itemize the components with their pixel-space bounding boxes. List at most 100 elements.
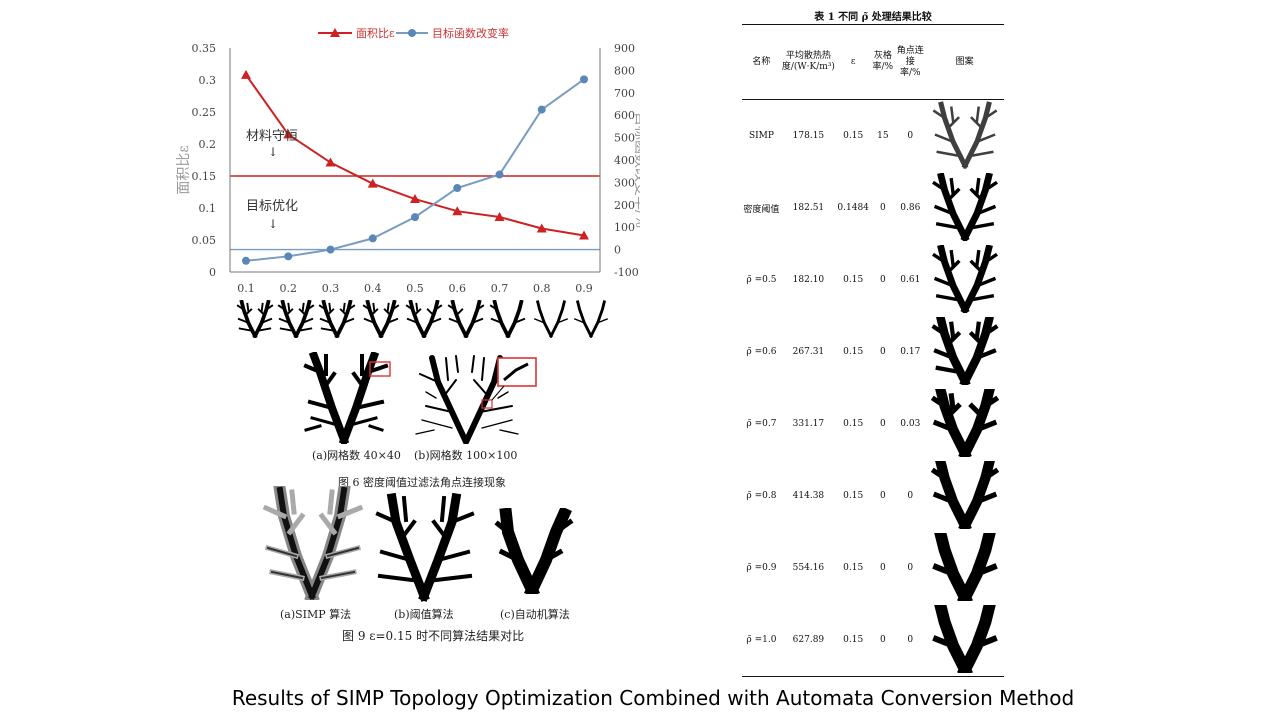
x-tick-label: 0.1 (237, 282, 255, 295)
x-tick-label: 0.4 (364, 282, 382, 295)
annotation-material: 材料守恒 (246, 129, 298, 144)
cell-gray: 0 (879, 275, 886, 285)
evolution-tree-2 (277, 300, 315, 338)
fig6-caption-a: (a)网格数 40×40 (312, 449, 401, 462)
cell-name: 密度阈值 (743, 204, 780, 215)
series-point (367, 178, 378, 188)
cell-eps: 0.15 (843, 419, 864, 429)
fig9-tree-simp (262, 486, 364, 600)
legend-marker-objective (408, 29, 416, 37)
left-tick-label: 0.35 (192, 42, 217, 55)
right-tick-label: 500 (614, 132, 635, 145)
x-axis-ticks: 0.1 0.2 0.3 0.4 0.5 0.6 0.7 0.8 0.9 (237, 282, 593, 295)
cell-heat: 331.17 (792, 419, 825, 429)
right-tick-label: 700 (614, 87, 635, 100)
table-row: ρ̃ =0.8 414.38 0.15 0 0 (742, 457, 1004, 532)
left-axis-label: 面积比ε (176, 145, 192, 194)
table-row: ρ̃ =0.9 554.16 0.15 0 0 (742, 528, 1004, 606)
series-point (536, 223, 547, 233)
header-name: 名称 (742, 24, 781, 100)
evolution-tree-3 (318, 300, 356, 338)
right-tick-label: 200 (614, 199, 635, 212)
cell-corner: 0 (907, 635, 914, 645)
cell-corner: 0 (907, 491, 914, 501)
series-point (283, 129, 294, 139)
evolution-tree-7 (489, 300, 526, 338)
evolution-tree-5 (405, 300, 443, 338)
series-point (580, 75, 588, 84)
fig6-tree-40x40 (303, 352, 391, 444)
fig6-caption-b: (b)网格数 100×100 (414, 449, 518, 462)
x-tick-label: 0.6 (449, 282, 467, 295)
evolution-tree-6 (447, 300, 485, 338)
cell-gray: 15 (877, 131, 889, 141)
table-row: SIMP 178.15 0.15 15 0 (742, 100, 1004, 173)
cell-heat: 178.15 (792, 131, 825, 141)
series-point (284, 252, 293, 261)
cell-name: ρ̃ =0.8 (746, 491, 777, 501)
header-heat: 平均散热热度/(W·K/m³) (780, 24, 836, 100)
legend-label-objective: 目标函数改变率 (432, 26, 509, 40)
series-point (410, 194, 420, 204)
x-tick-label: 0.2 (280, 282, 298, 295)
pattern-tree-icon (931, 314, 999, 387)
evolution-tree-1 (236, 300, 274, 338)
left-tick-label: 0.15 (192, 170, 217, 183)
cell-eps: 0.15 (843, 491, 864, 501)
right-axis-ticks: -100 0 100 200 300 400 500 600 700 800 900 (614, 42, 639, 279)
legend-label-area: 面积比ε (356, 27, 395, 40)
x-tick-label: 0.8 (533, 282, 551, 295)
cell-pattern (925, 385, 1004, 460)
series-line-1 (245, 78, 585, 262)
series-point (537, 105, 546, 114)
cell-pattern (925, 243, 1004, 316)
cell-heat: 627.89 (792, 635, 825, 645)
cell-name: ρ̃ =0.6 (746, 347, 777, 357)
fig6-tree-100x100 (415, 355, 537, 444)
cell-gray: 0 (879, 635, 886, 645)
fig9-tree-threshold (375, 492, 475, 602)
header-corner: 角点连接率/% (895, 24, 926, 100)
series-point (242, 256, 250, 265)
annotation-arrow-material: ↓ (268, 145, 278, 159)
x-tick-label: 0.5 (406, 282, 424, 295)
pattern-tree-icon (931, 171, 998, 242)
pattern-tree-icon (932, 100, 998, 169)
series-point (368, 234, 377, 243)
left-tick-label: 0 (209, 266, 216, 279)
dual-axis-line-chart: 0 0.05 0.1 0.15 0.2 0.25 0.3 0.35 -100 0 100 200 30… (176, 26, 640, 295)
pattern-tree-icon (931, 243, 998, 314)
results-table: 名称 平均散热热度/(W·K/m³) ε 灰格率/% 角点连接率/% 图案 SI… (742, 24, 1004, 678)
cell-gray: 0 (879, 563, 886, 573)
x-tick-label: 0.7 (491, 282, 509, 295)
legend: 面积比ε 目标函数改变率 (318, 26, 509, 40)
header-pattern: 图案 (925, 24, 1004, 100)
header-eps: ε (835, 24, 871, 100)
cell-pattern (925, 600, 1004, 678)
left-tick-label: 0.1 (199, 202, 217, 215)
cell-eps: 0.15 (843, 563, 864, 573)
table-header-row: 名称 平均散热热度/(W·K/m³) ε 灰格率/% 角点连接率/% 图案 (742, 24, 1004, 100)
cell-gray: 0 (879, 491, 886, 501)
cell-corner: 0 (907, 131, 914, 141)
fig9-caption: 图 9 ε=0.15 时不同算法结果对比 (342, 629, 525, 643)
table-title: 表 1 不同 ρ̃ 处理结果比较 (814, 12, 932, 23)
right-axis-label: 目标函数改变率/% (632, 112, 640, 228)
right-tick-label: 900 (614, 42, 635, 55)
right-tick-label: 800 (614, 64, 635, 77)
series-point (494, 211, 505, 221)
cell-name: ρ̃ =1.0 (746, 635, 777, 645)
table-body: SIMP 178.15 0.15 15 0 密度阈值 182.51 0.1484 0 0.86 ρ̃… (742, 100, 1004, 678)
table-row: ρ̃ =0.7 331.17 0.15 0 0.03 (742, 385, 1004, 460)
x-tick-label: 0.3 (322, 282, 340, 295)
left-tick-label: 0.25 (192, 106, 217, 119)
fig9-caption-a: (a)SIMP 算法 (280, 608, 352, 621)
cell-heat: 182.51 (792, 203, 825, 213)
series-point (453, 184, 462, 192)
cell-heat: 182.10 (792, 275, 825, 285)
left-axis-ticks: 0 0.05 0.1 0.15 0.2 0.25 0.3 0.35 (192, 42, 217, 279)
annotation-objective: 目标优化 (246, 199, 298, 214)
x-tick-label: 0.9 (575, 282, 593, 295)
cell-name: ρ̃ =0.9 (746, 563, 777, 573)
fig9-tree-automata (494, 508, 574, 594)
